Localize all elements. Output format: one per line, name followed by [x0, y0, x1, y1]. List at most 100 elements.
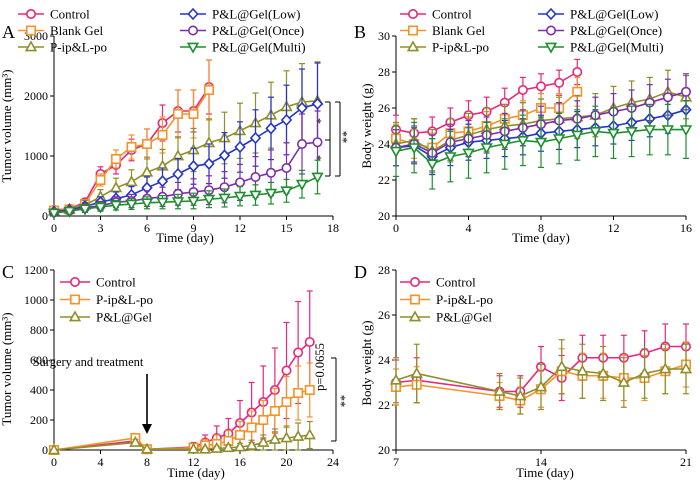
legend-marker-b — [544, 42, 558, 54]
y-tick-label-a: 0 — [42, 209, 48, 223]
legend-entry-a: Control — [18, 7, 90, 22]
data-point-a — [249, 131, 262, 145]
y-tick-label-b: 20 — [378, 209, 390, 223]
panel-label-b: B — [354, 22, 366, 42]
data-point-b — [426, 159, 439, 171]
x-axis-label-d: Time (day) — [516, 465, 574, 480]
data-point-a — [280, 186, 293, 198]
data-point-b — [535, 81, 546, 92]
data-point-c — [245, 438, 258, 450]
legend-label-d: P&L@Gel — [436, 310, 492, 325]
data-point-d — [659, 362, 672, 374]
y-axis-label-c: Tumor volume (mm³) — [0, 312, 14, 425]
data-point-c — [281, 396, 292, 407]
legend-label-b: Control — [432, 7, 472, 22]
x-tick-label-d: 21 — [680, 455, 692, 469]
legend-marker-a — [187, 7, 199, 21]
data-point-b — [552, 134, 566, 146]
plot-c: 0 4 8 12 16 20 24 0 200 400 600 800 1000 1200 Control P… — [24, 263, 339, 469]
x-tick-label-c: 20 — [281, 455, 293, 469]
data-point-b — [679, 125, 693, 137]
legend-label-a: P&L@Gel(Low) — [212, 7, 301, 22]
legend-entry-a: P&L@Gel(Once) — [180, 23, 304, 38]
data-point-a — [218, 149, 231, 162]
data-point-b — [572, 86, 583, 97]
y-tick-label-b: 24 — [378, 137, 390, 151]
series-line-d — [395, 365, 686, 397]
data-point-c — [140, 442, 154, 454]
y-tick-label-a: 1000 — [24, 149, 48, 163]
y-tick-label-d: 22 — [378, 398, 390, 412]
significance-c: ** — [338, 395, 352, 408]
data-point-a — [187, 196, 200, 208]
data-point-c — [304, 336, 315, 347]
data-point-c — [280, 431, 293, 443]
x-axis-label-a: Time (day) — [156, 230, 214, 245]
data-point-a — [296, 139, 307, 150]
data-point-b — [625, 127, 638, 139]
data-point-a — [171, 197, 185, 209]
y-tick-label-c: 1000 — [24, 293, 48, 307]
significance-a-3: ** — [340, 131, 354, 144]
data-point-c — [222, 441, 235, 453]
x-tick-label-a: 18 — [327, 221, 339, 235]
data-point-b — [407, 143, 421, 155]
data-point-c — [235, 429, 246, 440]
data-point-a — [204, 85, 215, 96]
x-tick-label-b: 16 — [680, 221, 692, 235]
data-point-a — [265, 167, 276, 178]
data-point-b — [661, 125, 675, 137]
legend-label-b: P&L@Gel(Multi) — [570, 40, 664, 55]
data-point-b — [517, 85, 528, 96]
surgery-annotation: Surgery and treatment — [33, 355, 144, 369]
data-point-a — [311, 97, 324, 110]
y-tick-label-c: 400 — [30, 383, 48, 397]
x-tick-label-a: 3 — [98, 221, 104, 235]
data-point-b — [516, 136, 530, 148]
data-point-d — [389, 373, 403, 385]
y-tick-label-b: 28 — [378, 65, 390, 79]
data-point-b — [480, 143, 493, 155]
data-point-b — [572, 67, 583, 78]
legend-marker-a — [188, 25, 199, 36]
panel-label-c: C — [2, 262, 14, 282]
legend-label-a: Blank Gel — [50, 23, 103, 38]
data-point-c — [304, 384, 315, 395]
legend-entry-a: P&L@Gel(Multi) — [180, 40, 306, 55]
data-point-b — [680, 86, 691, 97]
data-point-a — [296, 101, 308, 115]
legend-label-c: P-ip&L-po — [96, 292, 153, 307]
data-point-a — [250, 172, 261, 183]
data-point-a — [187, 160, 200, 173]
legend-label-a: P-ip&L-po — [50, 40, 107, 55]
legend-marker-a — [186, 42, 200, 54]
data-point-d — [679, 362, 693, 374]
significance-a: * * ** — [314, 118, 354, 161]
legend-entry-b: P-ip&L-po — [400, 40, 489, 55]
data-point-c — [291, 429, 305, 441]
data-point-a — [156, 175, 169, 188]
legend-entry-d: Control — [400, 275, 476, 290]
data-point-c — [198, 442, 212, 454]
data-point-a — [111, 154, 122, 165]
data-point-a — [157, 130, 168, 141]
data-point-a — [125, 199, 138, 211]
data-point-b — [444, 152, 457, 164]
surgery-arrow — [142, 374, 152, 434]
legend-entry-a: P-ip&L-po — [18, 40, 107, 55]
data-point-a — [264, 188, 278, 200]
data-point-d — [596, 366, 610, 378]
data-point-b — [389, 146, 403, 158]
data-point-c — [281, 365, 292, 376]
data-point-a — [280, 113, 293, 127]
legend-label-d: Control — [436, 275, 476, 290]
data-point-b — [589, 127, 602, 139]
data-point-d — [534, 380, 548, 392]
y-tick-label-b: 26 — [378, 101, 390, 115]
series-c-P&L@Gel — [47, 420, 316, 455]
legend-entry-c: P&L@Gel — [60, 310, 152, 325]
legend-label-c: Control — [96, 275, 136, 290]
x-tick-label-b: 0 — [393, 221, 399, 235]
legend-entry-b: Control — [400, 7, 472, 22]
